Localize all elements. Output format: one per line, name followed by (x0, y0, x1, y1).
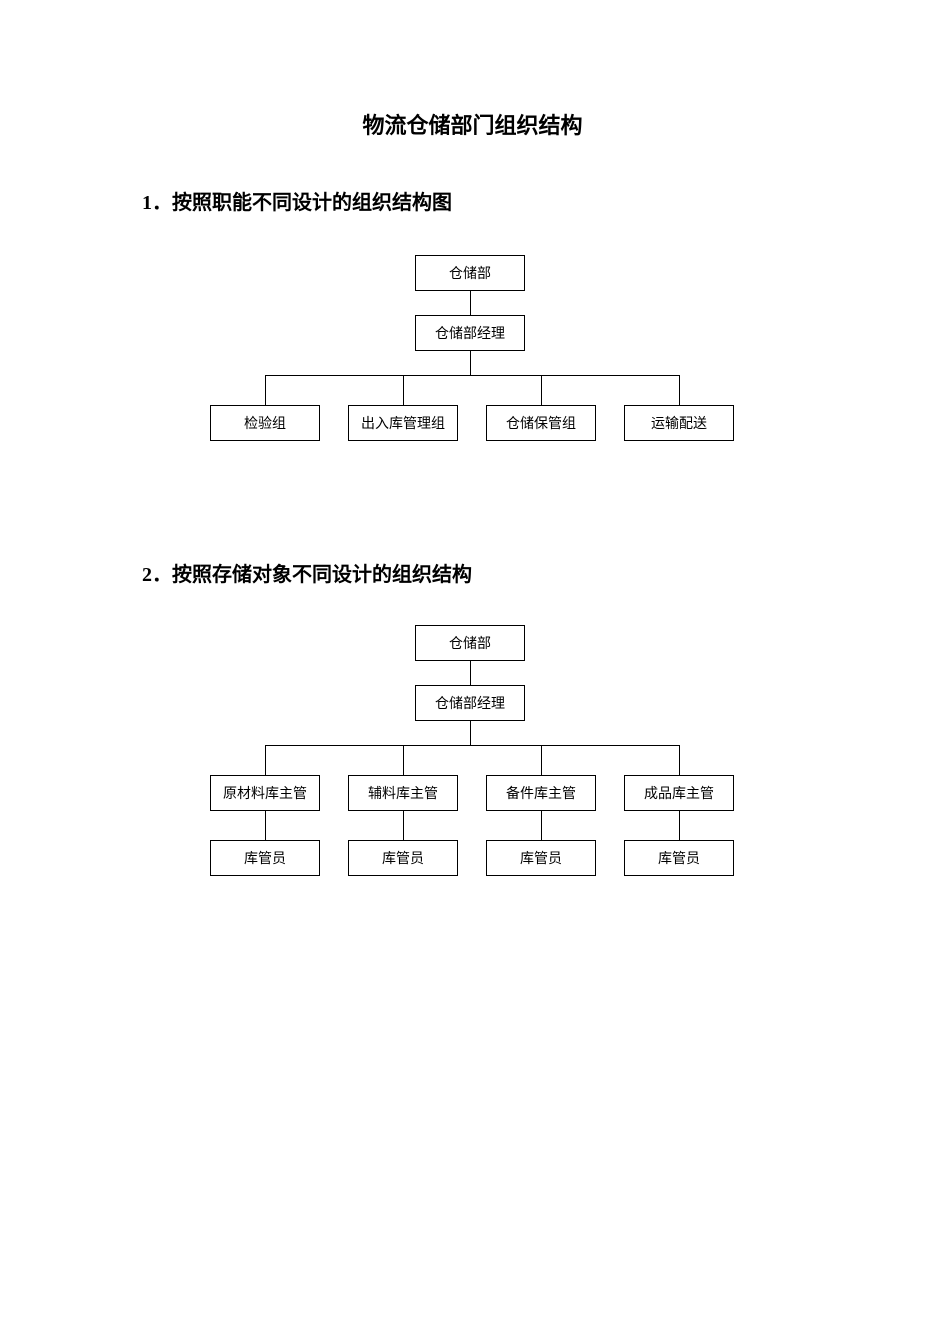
connector-line (679, 811, 680, 840)
connector-line (265, 745, 680, 746)
org-node-label: 辅料库主管 (368, 783, 438, 803)
org-node-label: 仓储部经理 (435, 693, 505, 713)
connector-line (470, 721, 471, 745)
org-node-label: 库管员 (658, 848, 700, 868)
connector-line (265, 375, 680, 376)
org-node-c1: 检验组 (210, 405, 320, 441)
section2-heading: 2．按照存储对象不同设计的组织结构 (142, 558, 472, 587)
chart1-container: 仓储部仓储部经理检验组 出入库管理组 仓储保管组 运输配送 (0, 255, 945, 455)
section1-heading: 1．按照职能不同设计的组织结构图 (142, 186, 452, 215)
connector-line (403, 745, 404, 775)
org-node-s2: 辅料库主管 (348, 775, 458, 811)
org-node-label: 库管员 (244, 848, 286, 868)
org-node-k1: 库管员 (210, 840, 320, 876)
org-node-mgr: 仓储部经理 (415, 685, 525, 721)
org-node-s3: 备件库主管 (486, 775, 596, 811)
org-node-k2: 库管员 (348, 840, 458, 876)
org-node-label: 仓储部 (449, 263, 491, 283)
connector-line (403, 811, 404, 840)
org-node-root: 仓储部 (415, 255, 525, 291)
connector-line (541, 811, 542, 840)
org-node-s1: 原材料库主管 (210, 775, 320, 811)
org-node-label: 库管员 (382, 848, 424, 868)
org-node-k3: 库管员 (486, 840, 596, 876)
org-node-label: 库管员 (520, 848, 562, 868)
connector-line (679, 745, 680, 775)
org-node-label: 原材料库主管 (223, 783, 307, 803)
connector-line (679, 375, 680, 405)
org-node-label: 检验组 (244, 413, 286, 433)
org-node-label: 仓储保管组 (506, 413, 576, 433)
org-node-k4: 库管员 (624, 840, 734, 876)
chart2-container: 仓储部仓储部经理原材料库主管 辅料库主管 备件库主管 成品库主管库管员 库管员 库管员 库管… (0, 625, 945, 895)
org-node-root: 仓储部 (415, 625, 525, 661)
connector-line (265, 375, 266, 405)
org-node-s4: 成品库主管 (624, 775, 734, 811)
org-node-mgr: 仓储部经理 (415, 315, 525, 351)
connector-line (403, 375, 404, 405)
org-node-c2: 出入库管理组 (348, 405, 458, 441)
org-node-label: 运输配送 (651, 413, 707, 433)
org-node-c4: 运输配送 (624, 405, 734, 441)
connector-line (470, 351, 471, 375)
page-title: 物流仓储部门组织结构 (0, 108, 945, 140)
connector-line (470, 661, 471, 685)
org-node-label: 备件库主管 (506, 783, 576, 803)
connector-line (470, 291, 471, 315)
org-node-label: 成品库主管 (644, 783, 714, 803)
org-node-label: 出入库管理组 (361, 413, 445, 433)
connector-line (541, 375, 542, 405)
connector-line (541, 745, 542, 775)
connector-line (265, 811, 266, 840)
org-node-c3: 仓储保管组 (486, 405, 596, 441)
org-node-label: 仓储部 (449, 633, 491, 653)
org-node-label: 仓储部经理 (435, 323, 505, 343)
connector-line (265, 745, 266, 775)
